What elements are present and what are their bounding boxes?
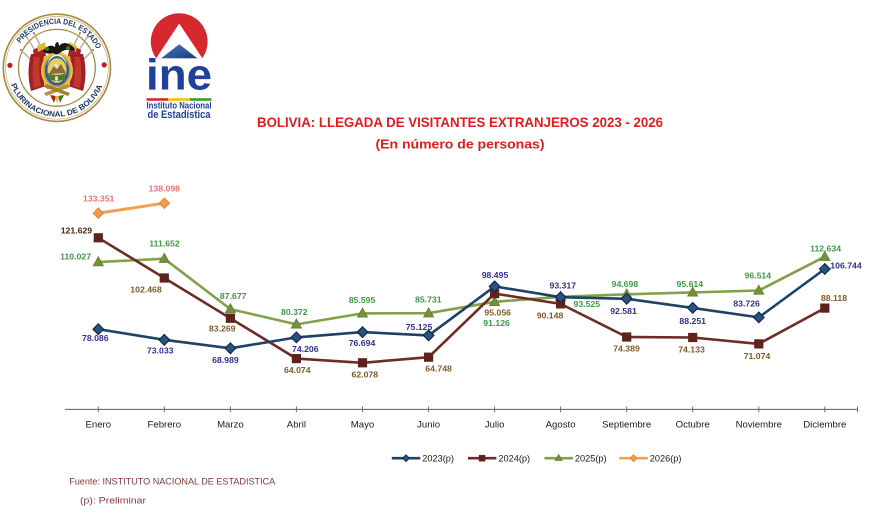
svg-text:91.126: 91.126 bbox=[483, 318, 510, 328]
svg-text:121.629: 121.629 bbox=[61, 225, 93, 235]
svg-text:98.495: 98.495 bbox=[482, 270, 509, 280]
svg-text:73.033: 73.033 bbox=[147, 346, 174, 356]
svg-text:Enero: Enero bbox=[85, 419, 111, 430]
svg-text:95.056: 95.056 bbox=[484, 308, 511, 318]
svg-text:74.389: 74.389 bbox=[613, 344, 640, 354]
svg-text:Fuente: INSTITUTO NACIONAL DE: Fuente: INSTITUTO NACIONAL DE ESTADISTIC… bbox=[69, 477, 276, 488]
svg-text:90.148: 90.148 bbox=[537, 311, 564, 321]
svg-text:102.468: 102.468 bbox=[130, 284, 162, 294]
svg-text:96.514: 96.514 bbox=[745, 271, 772, 281]
svg-text:71.074: 71.074 bbox=[744, 351, 771, 361]
svg-text:110.027: 110.027 bbox=[60, 252, 91, 262]
svg-text:Instituto Nacional: Instituto Nacional bbox=[147, 101, 212, 111]
svg-text:(p): Preliminar: (p): Preliminar bbox=[80, 495, 147, 506]
svg-text:74.206: 74.206 bbox=[292, 344, 319, 354]
svg-text:78.086: 78.086 bbox=[82, 333, 109, 343]
svg-text:Octubre: Octubre bbox=[676, 419, 710, 430]
svg-text:85.595: 85.595 bbox=[349, 295, 376, 305]
svg-text:106.744: 106.744 bbox=[830, 261, 862, 271]
svg-text:76.694: 76.694 bbox=[349, 338, 376, 348]
svg-text:94.698: 94.698 bbox=[612, 279, 639, 289]
svg-text:2023(p): 2023(p) bbox=[422, 454, 454, 464]
svg-text:Junio: Junio bbox=[417, 419, 440, 430]
svg-text:Marzo: Marzo bbox=[217, 419, 244, 430]
svg-text:68.989: 68.989 bbox=[212, 355, 239, 365]
svg-text:83.726: 83.726 bbox=[733, 299, 760, 309]
svg-text:2026(p): 2026(p) bbox=[650, 454, 682, 464]
svg-text:Abril: Abril bbox=[287, 419, 306, 430]
svg-text:ine: ine bbox=[146, 51, 212, 100]
svg-text:BOLIVIA: LLEGADA DE VISITANTES: BOLIVIA: LLEGADA DE VISITANTES EXTRANJER… bbox=[257, 114, 663, 130]
svg-text:Noviembre: Noviembre bbox=[736, 419, 782, 430]
svg-text:Mayo: Mayo bbox=[351, 419, 374, 430]
svg-text:133.351: 133.351 bbox=[83, 193, 115, 203]
svg-text:112.634: 112.634 bbox=[810, 243, 841, 253]
svg-text:95.614: 95.614 bbox=[677, 279, 704, 289]
svg-text:Febrero: Febrero bbox=[148, 419, 182, 430]
svg-text:64.748: 64.748 bbox=[425, 364, 452, 374]
svg-text:93.525: 93.525 bbox=[574, 299, 601, 309]
svg-text:2025(p): 2025(p) bbox=[575, 454, 607, 464]
svg-text:Julio: Julio bbox=[485, 419, 505, 430]
svg-text:92.581: 92.581 bbox=[610, 306, 637, 316]
svg-text:93.317: 93.317 bbox=[550, 281, 577, 291]
svg-text:83.269: 83.269 bbox=[209, 323, 236, 333]
svg-text:Septiembre: Septiembre bbox=[602, 419, 651, 430]
svg-text:87.677: 87.677 bbox=[220, 291, 247, 301]
svg-text:80.372: 80.372 bbox=[281, 307, 308, 317]
svg-text:Diciembre: Diciembre bbox=[803, 419, 846, 430]
svg-text:88.251: 88.251 bbox=[679, 316, 706, 326]
svg-text:111.652: 111.652 bbox=[149, 239, 180, 249]
svg-text:75.125: 75.125 bbox=[406, 322, 433, 332]
svg-text:(En número de personas): (En número de personas) bbox=[376, 136, 545, 151]
svg-text:Agosto: Agosto bbox=[546, 419, 576, 430]
svg-text:de Estadística: de Estadística bbox=[148, 109, 211, 121]
svg-text:138.098: 138.098 bbox=[149, 183, 181, 193]
svg-text:85.731: 85.731 bbox=[415, 295, 442, 305]
svg-text:64.074: 64.074 bbox=[284, 365, 311, 375]
svg-text:74.133: 74.133 bbox=[678, 345, 705, 355]
svg-text:2024(p): 2024(p) bbox=[498, 454, 530, 464]
svg-text:88.118: 88.118 bbox=[821, 293, 847, 303]
svg-text:62.078: 62.078 bbox=[352, 370, 379, 380]
